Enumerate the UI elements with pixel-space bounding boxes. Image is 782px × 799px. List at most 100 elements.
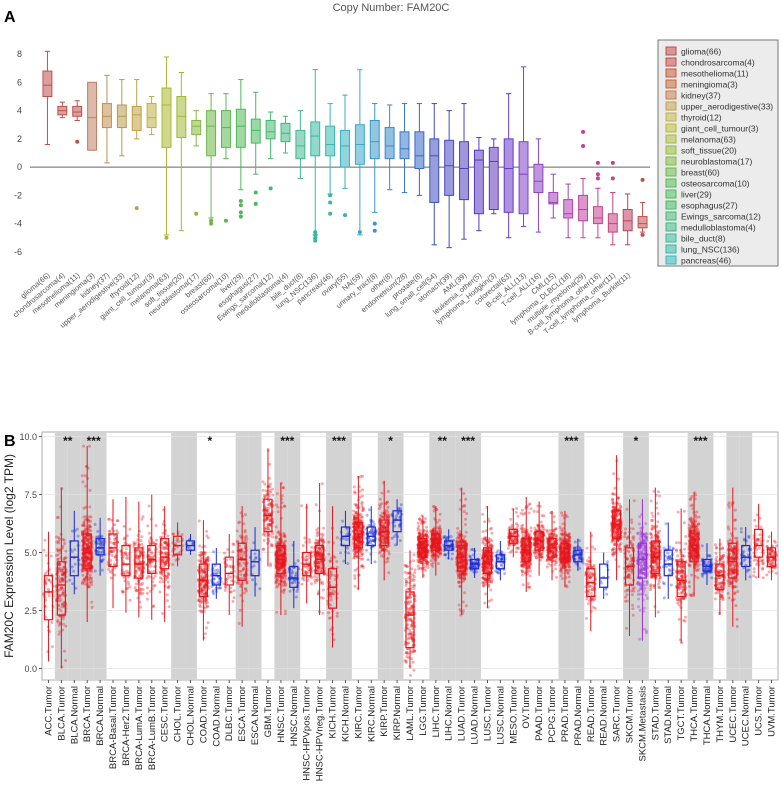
panel-b-shade-band bbox=[739, 432, 753, 680]
panel-b-point bbox=[139, 567, 143, 571]
panel-b-label: B bbox=[4, 433, 16, 450]
panel-b-shade-band bbox=[455, 432, 469, 680]
panel-b-point bbox=[100, 558, 104, 562]
legend-swatch bbox=[665, 134, 677, 144]
panel-b-point bbox=[355, 525, 359, 528]
panel-b-point bbox=[100, 541, 104, 545]
outlier-point bbox=[209, 218, 214, 223]
panel-b-point bbox=[450, 552, 454, 556]
panel-b-point bbox=[57, 632, 61, 636]
panel-b-point bbox=[320, 482, 324, 486]
panel-b-point bbox=[159, 570, 163, 574]
panel-b-point bbox=[439, 527, 442, 531]
legend-entry: bile_duct(8) bbox=[681, 234, 726, 244]
box-body bbox=[340, 129, 350, 168]
panel-a-legend: glioma(66)chondrosarcoma(4)mesothelioma(… bbox=[657, 39, 779, 267]
panel-b-point bbox=[147, 504, 151, 508]
panel-b-point bbox=[274, 525, 278, 529]
panel-b-point bbox=[84, 534, 88, 537]
panel-a-box bbox=[429, 103, 440, 246]
panel-b-point bbox=[460, 551, 464, 555]
panel-b-point bbox=[251, 578, 254, 582]
panel-b-point bbox=[85, 542, 89, 546]
panel-b-point bbox=[202, 585, 206, 589]
panel-b-point bbox=[110, 554, 114, 557]
panel-b-point bbox=[85, 559, 89, 563]
panel-b-point bbox=[268, 523, 272, 527]
panel-b-point bbox=[321, 588, 325, 592]
panel-b-point bbox=[58, 563, 62, 567]
panel-b-point bbox=[487, 599, 491, 603]
legend-entry: soft_tissue(20) bbox=[681, 146, 737, 156]
panel-b-point bbox=[304, 558, 308, 562]
panel-b-point bbox=[200, 569, 204, 573]
panel-b-point bbox=[81, 582, 84, 585]
panel-b-point bbox=[86, 544, 90, 548]
panel-b-point bbox=[426, 566, 430, 569]
panel-b-point bbox=[125, 556, 129, 560]
panel-b-point bbox=[366, 558, 370, 562]
panel-b-point bbox=[89, 580, 93, 584]
panel-b-point bbox=[139, 605, 143, 609]
panel-b-point bbox=[275, 492, 279, 496]
panel-b-point bbox=[83, 518, 87, 522]
panel-b-point bbox=[50, 621, 54, 624]
panel-b-point bbox=[206, 536, 210, 540]
panel-b-point bbox=[484, 592, 488, 596]
panel-b-point bbox=[58, 579, 62, 583]
panel-b-point bbox=[90, 605, 94, 609]
panel-b-point bbox=[457, 603, 461, 607]
panel-b-point bbox=[161, 612, 165, 615]
panel-b-point bbox=[58, 630, 62, 634]
panel-b-point bbox=[85, 547, 89, 551]
panel-b-point bbox=[253, 552, 257, 556]
box-body bbox=[459, 141, 469, 201]
panel-b-point bbox=[75, 527, 79, 531]
panel-b-point bbox=[321, 538, 325, 542]
panel-b-point bbox=[360, 554, 364, 558]
panel-b-point bbox=[352, 485, 356, 489]
panel-b-point bbox=[296, 559, 300, 563]
legend-entry: breast(60) bbox=[681, 168, 720, 178]
panel-b-shade-band bbox=[274, 432, 288, 680]
panel-a-box bbox=[503, 93, 514, 239]
panel-b-point bbox=[88, 563, 92, 567]
panel-b-point bbox=[352, 556, 356, 560]
panel-b-point bbox=[87, 562, 91, 566]
panel-b-point bbox=[84, 565, 88, 568]
panel-b-point bbox=[86, 564, 90, 568]
panel-b-point bbox=[409, 673, 412, 677]
panel-b-point bbox=[204, 626, 208, 630]
panel-b-point bbox=[329, 559, 332, 563]
panel-a-box bbox=[87, 81, 98, 151]
panel-b-point bbox=[164, 541, 168, 545]
legend-entry: upper_aerodigestive(33) bbox=[681, 102, 773, 112]
panel-b-point bbox=[463, 571, 467, 575]
panel-b-point bbox=[462, 577, 466, 580]
panel-b-point bbox=[83, 548, 87, 552]
panel-b-point bbox=[63, 556, 67, 560]
panel-b-shade-band bbox=[184, 432, 197, 680]
panel-b-point bbox=[516, 514, 520, 518]
panel-b-point bbox=[462, 564, 466, 568]
panel-b-point bbox=[262, 533, 266, 537]
panel-b-point bbox=[264, 508, 268, 512]
panel-b-point bbox=[62, 558, 66, 562]
panel-b-point bbox=[90, 600, 94, 604]
panel-b-point bbox=[384, 520, 388, 524]
panel-b-point bbox=[458, 507, 462, 511]
panel-b-point bbox=[61, 567, 65, 571]
panel-b-point bbox=[85, 564, 89, 568]
panel-b-point bbox=[87, 540, 91, 544]
panel-b-point bbox=[87, 528, 91, 532]
panel-b-point bbox=[423, 517, 427, 521]
panel-b-point bbox=[99, 543, 102, 546]
panel-b-point bbox=[71, 529, 74, 533]
panel-b-point bbox=[47, 578, 51, 582]
panel-b-point bbox=[360, 502, 364, 506]
panel-b-point bbox=[322, 526, 326, 530]
panel-b-point bbox=[61, 573, 64, 576]
panel-b-point bbox=[461, 609, 465, 613]
panel-b-point bbox=[404, 660, 408, 663]
panel-b-point bbox=[261, 547, 265, 551]
